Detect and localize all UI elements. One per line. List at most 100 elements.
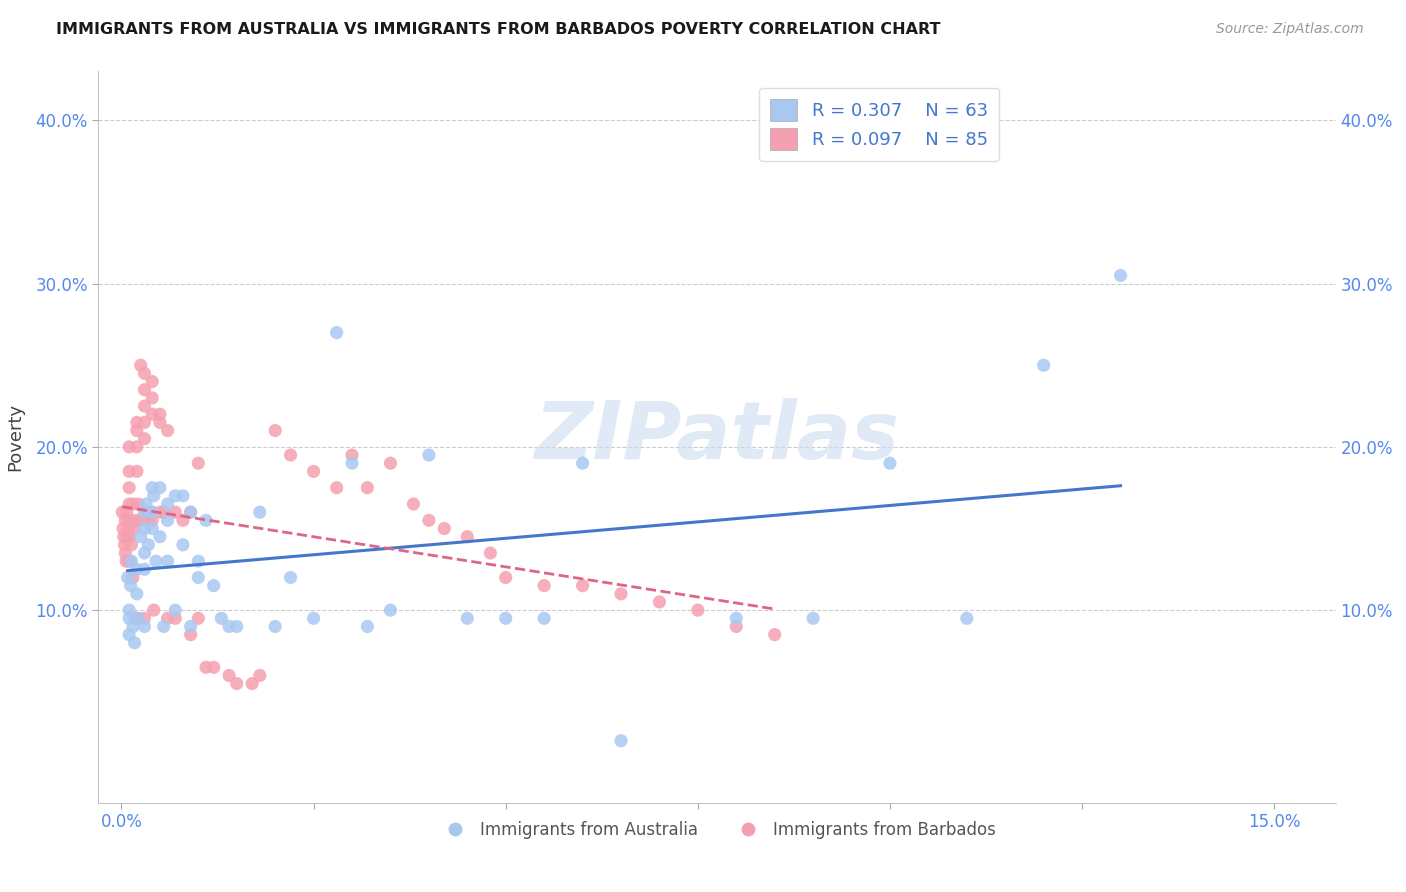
Point: [134, 521, 156, 535]
Point: [141, 521, 163, 535]
Point: [725, 619, 748, 633]
Point: [125, 587, 148, 601]
Point: [118, 497, 141, 511]
Point: [533, 579, 555, 593]
Point: [156, 513, 179, 527]
Point: [180, 627, 202, 641]
Point: [129, 513, 152, 527]
Point: [134, 432, 156, 446]
Point: [134, 505, 156, 519]
Point: [340, 448, 363, 462]
Point: [686, 603, 709, 617]
Point: [571, 579, 593, 593]
Point: [134, 546, 156, 560]
Point: [325, 326, 347, 340]
Point: [456, 611, 478, 625]
Point: [118, 513, 141, 527]
Point: [152, 505, 174, 519]
Text: ZIPatlas: ZIPatlas: [534, 398, 900, 476]
Point: [225, 676, 247, 690]
Point: [134, 367, 156, 381]
Point: [571, 456, 593, 470]
Point: [122, 619, 145, 633]
Point: [125, 424, 148, 438]
Point: [121, 538, 143, 552]
Point: [120, 513, 142, 527]
Point: [115, 505, 138, 519]
Point: [725, 611, 748, 625]
Point: [180, 505, 202, 519]
Point: [125, 464, 148, 478]
Point: [340, 456, 363, 470]
Point: [325, 481, 347, 495]
Point: [433, 521, 456, 535]
Point: [956, 611, 979, 625]
Point: [187, 611, 209, 625]
Point: [165, 489, 187, 503]
Point: [418, 513, 440, 527]
Point: [240, 676, 263, 690]
Point: [134, 562, 156, 576]
Point: [165, 603, 187, 617]
Point: [209, 611, 232, 625]
Point: [380, 603, 402, 617]
Point: [142, 489, 165, 503]
Point: [165, 611, 187, 625]
Point: [117, 530, 139, 544]
Point: [763, 627, 786, 641]
Point: [249, 505, 271, 519]
Point: [610, 587, 633, 601]
Point: [264, 619, 287, 633]
Point: [134, 619, 156, 633]
Point: [129, 530, 152, 544]
Point: [118, 530, 141, 544]
Point: [118, 611, 141, 625]
Point: [111, 521, 134, 535]
Point: [125, 513, 148, 527]
Point: [156, 611, 179, 625]
Point: [801, 611, 824, 625]
Point: [134, 383, 156, 397]
Point: [187, 554, 209, 568]
Point: [187, 456, 209, 470]
Point: [218, 619, 240, 633]
Point: [302, 611, 325, 625]
Point: [648, 595, 671, 609]
Point: [135, 505, 157, 519]
Point: [280, 448, 302, 462]
Point: [120, 579, 142, 593]
Point: [118, 481, 141, 495]
Point: [280, 570, 302, 584]
Point: [122, 521, 145, 535]
Point: [149, 416, 172, 430]
Point: [172, 538, 194, 552]
Point: [114, 513, 136, 527]
Point: [479, 546, 502, 560]
Point: [225, 619, 247, 633]
Point: [156, 424, 179, 438]
Point: [127, 497, 149, 511]
Point: [134, 611, 156, 625]
Point: [380, 456, 402, 470]
Point: [402, 497, 425, 511]
Point: [202, 660, 225, 674]
Point: [495, 570, 517, 584]
Point: [149, 407, 172, 421]
Point: [135, 497, 157, 511]
Point: [156, 554, 179, 568]
Point: [1032, 358, 1054, 372]
Point: [141, 481, 163, 495]
Point: [249, 668, 271, 682]
Point: [118, 464, 141, 478]
Point: [127, 611, 149, 625]
Point: [124, 611, 146, 625]
Point: [141, 505, 163, 519]
Point: [125, 611, 148, 625]
Point: [112, 530, 135, 544]
Point: [118, 627, 141, 641]
Point: [302, 464, 325, 478]
Point: [149, 505, 172, 519]
Point: [356, 619, 378, 633]
Point: [418, 448, 440, 462]
Point: [180, 505, 202, 519]
